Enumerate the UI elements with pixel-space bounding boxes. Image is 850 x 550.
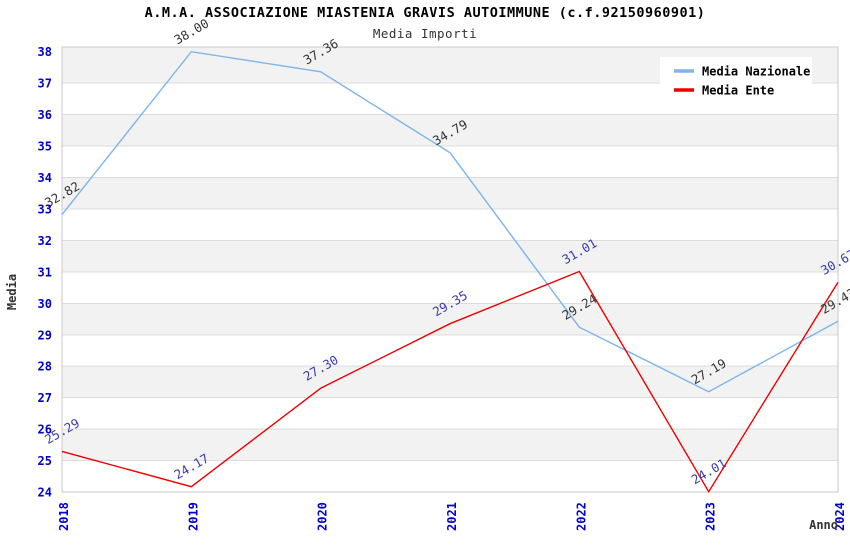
y-tick-label: 28: [38, 360, 52, 374]
y-tick-label: 38: [38, 45, 52, 59]
y-axis-title: Media: [5, 274, 19, 310]
legend-item-media-nazionale[interactable]: Media Nazionale: [674, 65, 810, 79]
y-tick-label: 35: [38, 140, 52, 154]
y-tick-label: 29: [38, 328, 52, 342]
legend: Media Nazionale Media Ente: [660, 57, 812, 102]
legend-label: Media Nazionale: [702, 65, 810, 79]
x-tick-label: 2018: [57, 502, 71, 531]
y-tick-label: 27: [38, 391, 52, 405]
y-tick-label: 30: [38, 297, 52, 311]
x-axis-title: Anno: [809, 518, 838, 532]
series-line-media-ente[interactable]: [61, 270, 839, 494]
x-tick-label: 2021: [445, 502, 459, 531]
y-tick-label: 34: [38, 171, 52, 185]
point-label: 38.00: [171, 16, 211, 48]
legend-label: Media Ente: [702, 84, 774, 98]
plot-band: [62, 177, 838, 209]
x-tick-label: 2023: [704, 502, 718, 531]
plot-band: [62, 114, 838, 147]
plot-band: [62, 303, 838, 335]
plot-border: [61, 46, 839, 493]
plot-band: [62, 429, 838, 461]
y-tick-label: 37: [38, 77, 52, 91]
y-tick-label: 26: [38, 423, 52, 437]
y-tick-label: 33: [38, 202, 52, 216]
series-line-media-nazionale[interactable]: [61, 50, 839, 393]
y-tick-label: 36: [38, 108, 52, 122]
y-tick-label: 32: [38, 234, 52, 248]
x-tick-label: 2024: [833, 502, 847, 531]
y-tick-label: 24: [38, 486, 52, 500]
x-tick-label: 2019: [186, 502, 200, 531]
legend-box: [660, 57, 812, 102]
chart-subtitle: Media Importi: [372, 26, 478, 41]
x-tick-label: 2020: [316, 502, 330, 531]
chart-title: A.M.A. ASSOCIAZIONE MIASTENIA GRAVIS AUT…: [144, 5, 706, 21]
x-tick-label: 2022: [574, 502, 588, 531]
legend-item-media-ente[interactable]: Media Ente: [674, 84, 774, 98]
plot-band: [62, 240, 838, 272]
y-tick-label: 31: [38, 265, 52, 279]
y-tick-label: 25: [38, 454, 52, 468]
